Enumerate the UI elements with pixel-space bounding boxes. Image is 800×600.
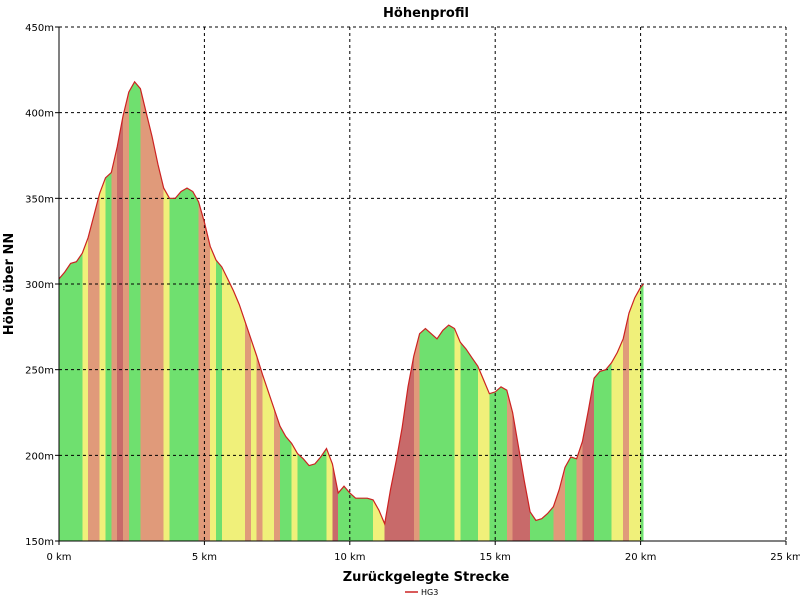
x-tick-label: 10 km [334, 552, 365, 563]
y-axis-title: Höhe über NN [2, 233, 17, 335]
x-tick-label: 5 km [192, 552, 217, 563]
elevation-area [59, 81, 644, 542]
y-tick-label: 350m [25, 194, 54, 205]
y-tick-label: 400m [25, 109, 54, 120]
y-tick-label: 200m [25, 451, 54, 462]
x-axis-title: Zurückgelegte Strecke [343, 570, 510, 585]
x-tick-label: 20 km [625, 552, 656, 563]
chart-title: Höhenprofil [383, 6, 469, 21]
y-tick-label: 450m [25, 23, 54, 34]
y-tick-label: 300m [25, 280, 54, 291]
y-tick-label: 150m [25, 537, 54, 548]
legend: HG3 [405, 588, 438, 597]
legend-entry-hg3: HG3 [421, 588, 438, 597]
y-tick-label: 250m [25, 366, 54, 377]
series-line-hg3 [58, 80, 644, 527]
x-tick-label: 0 km [46, 552, 71, 563]
grid-layer [59, 26, 787, 541]
line-layer [58, 80, 644, 527]
tick-layer: 0 km 5 km 10 km 15 km 20 km 25 km 150m 200m 250m… [25, 23, 800, 563]
x-tick-label: 15 km [479, 552, 510, 563]
area-layer [59, 81, 644, 542]
x-tick-label: 25 km [770, 552, 800, 563]
